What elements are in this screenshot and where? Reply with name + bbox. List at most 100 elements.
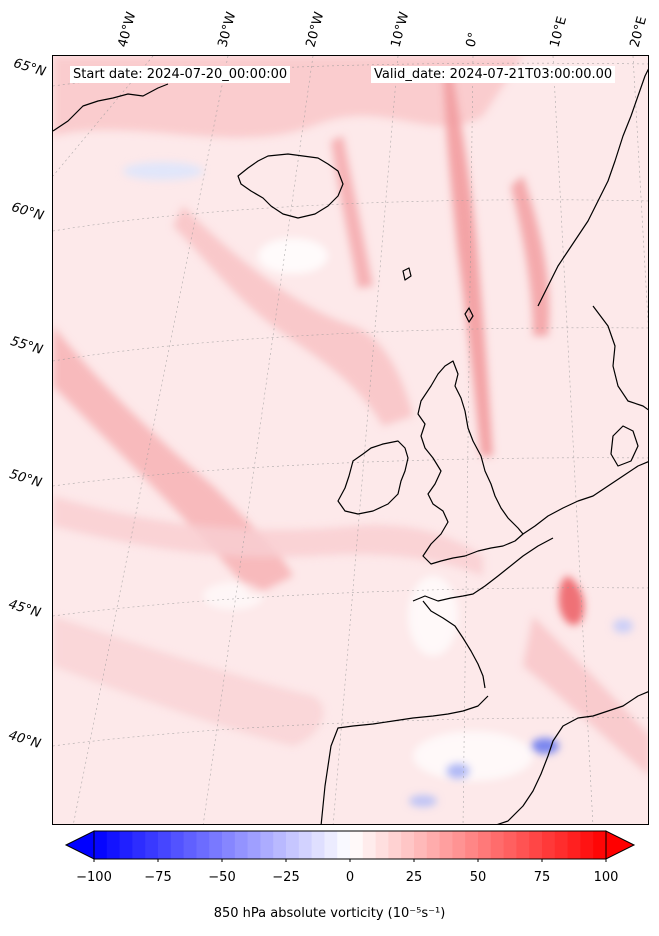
negative-vorticity-iceland [123,162,203,180]
coast-sweden [592,305,648,411]
colorbar-block [170,831,185,859]
colorbar-block [529,831,543,859]
negative-vorticity-spain-center [446,763,470,779]
lon-label-10e: 10°E [547,14,571,50]
vorticity-ridge-atlantic [331,136,373,288]
colorbar-block [465,831,479,859]
colorbar-block [106,831,121,859]
colorbar-block [247,831,261,859]
start-date-label: Start date: 2024-07-20_00:00:00 [70,66,291,83]
colorbar-block [145,831,159,859]
colorbar-block [337,831,351,859]
colorbar-tick-label: −50 [208,870,236,885]
colorbar-ticks [93,859,607,862]
lon-label-40w: 40°W [115,10,140,49]
colorbar-block [388,831,402,859]
vorticity-band-subtropical [53,616,324,746]
colorbar-tick-label: 50 [469,870,487,885]
colorbar-extend-low [64,830,95,860]
lon-label-20w: 20°W [303,10,328,49]
negative-vorticity-spain-south [409,795,437,807]
meridian-0 [462,56,474,824]
meridian-30w [73,56,229,824]
colorbar-block [503,831,517,859]
parallel-40n [53,717,648,747]
colorbar-block [94,831,108,859]
colorbar-block [158,831,172,859]
colorbar-block [478,831,492,859]
colorbar-tick-label: −100 [76,870,112,885]
colorbar-block [554,831,569,859]
coast-denmark [610,425,639,467]
parallel-60n [53,199,648,232]
colorbar-block [567,831,581,859]
colorbar-block [593,831,607,859]
low-vorticity-patch-1 [258,238,328,274]
vorticity-ridge-norway [511,176,550,336]
low-vorticity-patch-2 [408,576,458,656]
low-vorticity-patch-3 [203,582,263,610]
colorbar-block [516,831,530,859]
low-vorticity-patch-4 [413,731,533,781]
coast-ireland [337,440,409,515]
meridian-20e [632,56,648,327]
colorbar-block [260,831,274,859]
parallel-50n [53,457,648,487]
vorticity-band-east [523,616,648,775]
colorbar-block [132,831,146,859]
colorbar-block [273,831,287,859]
coast-spain-south [497,691,648,824]
colorbar-block [580,831,594,859]
coast-faroes [402,267,412,281]
colorbar-block [350,831,364,859]
colorbar-block [196,831,210,859]
colorbar-block [286,831,300,859]
coast-norway [537,68,648,307]
coast-shetland [464,307,474,323]
colorbar-block [375,831,389,859]
meridian-10e [552,56,594,824]
colorbar [64,830,636,862]
lat-label-45n: 45°N [6,597,43,621]
lon-label-0: 0° [463,30,482,49]
colorbar-block [324,831,338,859]
colorbar-label: 850 hPa absolute vorticity (10⁻⁵s⁻¹) [213,906,446,921]
colorbar-block [209,831,223,859]
colorbar-block [542,831,556,859]
negative-vorticity-spain-east [531,738,559,754]
lat-label-55n: 55°N [8,334,45,358]
coast-iceland [237,153,344,219]
colorbar-color-blocks [94,831,607,859]
lon-label-20e: 20°E [627,14,651,50]
meridian-10w [332,56,399,824]
negative-vorticity-biscay [613,619,633,633]
colorbar-tick-label: −25 [272,870,300,885]
colorbar-block [234,831,249,859]
lat-label-50n: 50°N [7,467,44,491]
colorbar-block [452,831,466,859]
colorbar-tick-label: 25 [405,870,423,885]
colorbar-block [414,831,428,859]
lat-label-60n: 60°N [9,200,46,224]
colorbar-block [362,831,377,859]
colorbar-extend-high [605,830,636,860]
parallel-45n [53,587,648,617]
vorticity-field [53,56,648,807]
coastlines [53,68,648,824]
lat-label-65n: 65°N [11,56,48,80]
colorbar-block [222,831,236,859]
colorbar-tick-label: 0 [345,870,355,885]
vorticity-band-central [173,206,413,426]
coast-low-countries [522,461,648,535]
coast-great-britain [417,360,524,565]
colorbar-block [401,831,415,859]
colorbar-tick-label: −75 [144,870,172,885]
colorbar-tick-label: 100 [593,870,619,885]
colorbar-block [119,831,133,859]
vorticity-map [53,56,648,824]
vorticity-band-midlatitude [53,496,483,576]
colorbar-block [298,831,313,859]
colorbar-tick-label: 75 [533,870,551,885]
valid-date-label: Valid_date: 2024-07-21T03:00:00.00 [371,66,616,83]
map-panel [52,55,649,825]
